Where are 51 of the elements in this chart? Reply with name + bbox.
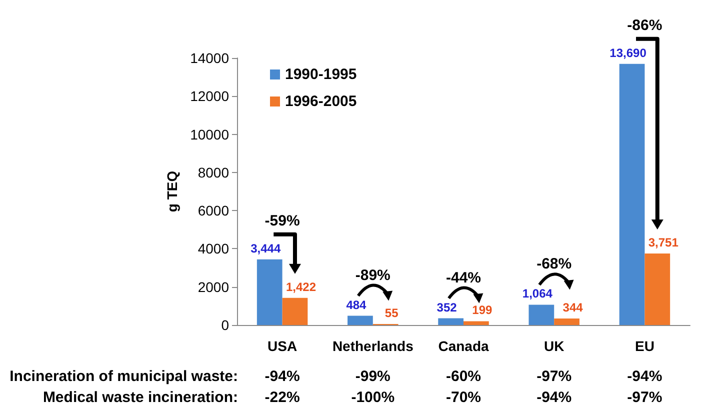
y-tick-label: 12000 (190, 88, 230, 104)
data-label: 3,751 (648, 235, 679, 250)
x-tick-label: USA (268, 338, 298, 354)
annotation: -68% (536, 256, 572, 273)
data-label: 484 (346, 298, 367, 312)
text: -94% (627, 368, 662, 385)
bar (644, 253, 670, 325)
y-tick-label: 0 (221, 317, 230, 333)
y-tick-label: 6000 (198, 202, 230, 219)
bar (528, 304, 554, 325)
annotation: -86% (627, 16, 662, 34)
annotation: -59% (264, 212, 300, 230)
text: Incineration of municipal waste: (10, 368, 238, 385)
y-tick-label: 4000 (198, 240, 230, 257)
data-label: 1,064 (522, 286, 553, 301)
text: -97% (627, 389, 662, 404)
text: -70% (446, 389, 482, 404)
text: -99% (355, 368, 390, 385)
text: Medical waste incineration: (42, 389, 238, 404)
bar (438, 318, 464, 325)
y-tick-label: 2000 (198, 278, 230, 295)
text: -100% (351, 389, 395, 404)
y-tick-label: 14000 (190, 50, 230, 66)
x-tick-label: UK (544, 338, 564, 354)
annotation: -44% (446, 269, 482, 286)
data-label: 55 (384, 306, 399, 320)
text: -60% (446, 368, 482, 385)
x-tick-label: EU (634, 338, 654, 354)
y-tick-label: 10000 (190, 126, 230, 142)
data-label: 199 (472, 303, 493, 318)
annotation: -89% (355, 266, 390, 284)
text: -22% (264, 389, 300, 404)
data-label: 3,444 (250, 241, 281, 256)
text: -97% (536, 368, 572, 385)
data-label: 352 (436, 300, 458, 314)
x-tick-label: Netherlands (332, 338, 414, 354)
text: -94% (264, 368, 300, 385)
bar (554, 318, 580, 325)
bar (464, 321, 489, 325)
x-tick-label: Canada (438, 338, 489, 354)
legend-label: 1990-1995 (285, 66, 357, 83)
data-label: 13,690 (610, 46, 647, 60)
legend-label: 1996-2005 (285, 93, 357, 110)
bar (282, 298, 308, 325)
data-label: 1,422 (286, 280, 316, 294)
bar (348, 316, 373, 325)
data-label: 344 (562, 300, 584, 314)
text: -94% (536, 389, 572, 404)
bar (256, 259, 282, 325)
y-tick-label: 8000 (198, 164, 230, 180)
y-axis-title: g TEQ (164, 170, 180, 212)
